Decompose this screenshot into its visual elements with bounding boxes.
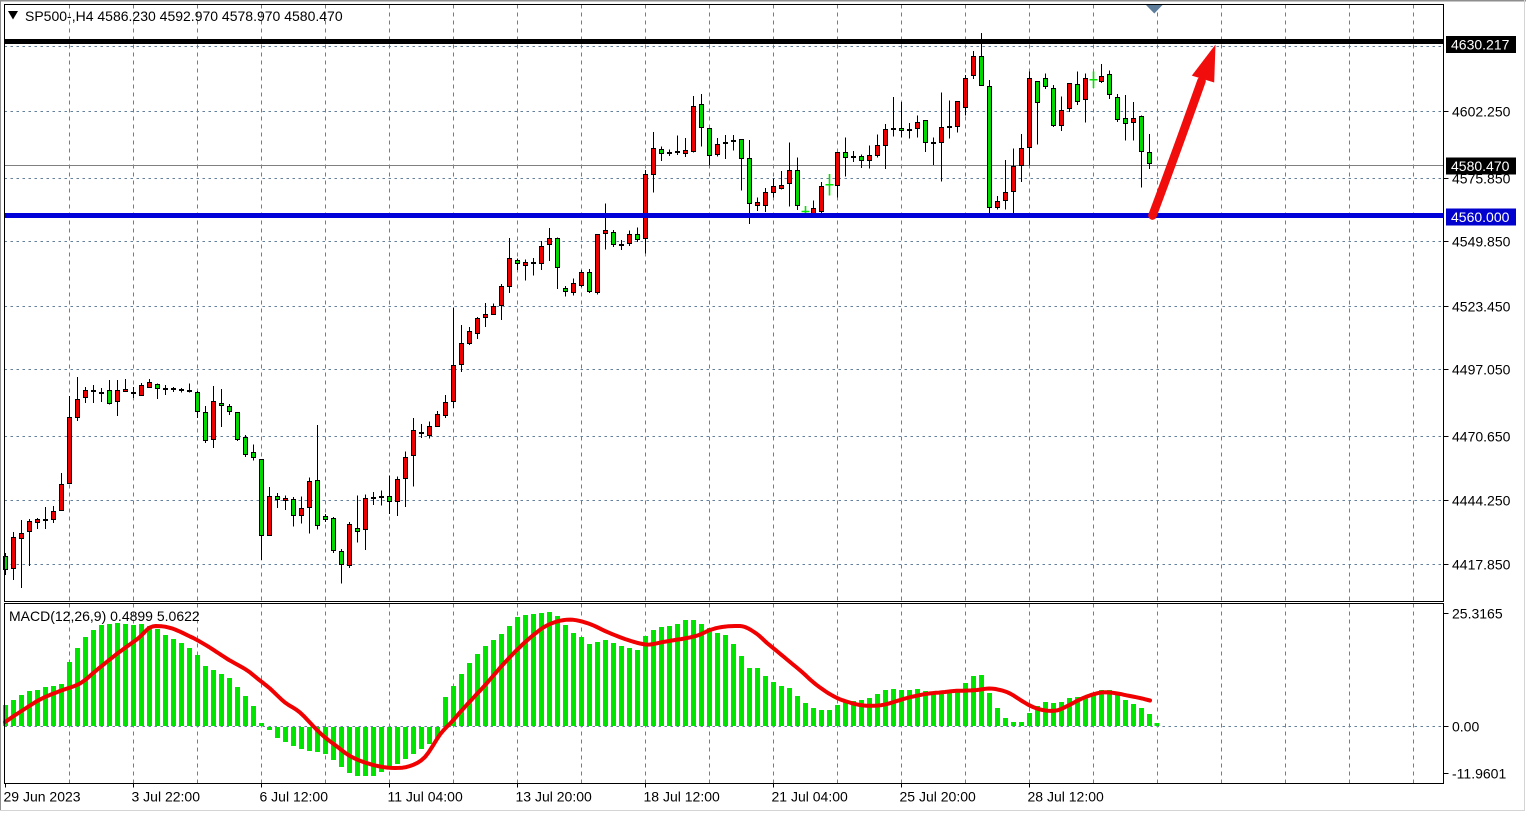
svg-text:SP500-,H4 4586.230 4592.970 4: SP500-,H4 4586.230 4592.970 4578.970 458… <box>25 8 343 24</box>
svg-text:29 Jun 2023: 29 Jun 2023 <box>4 789 81 805</box>
svg-text:4444.250: 4444.250 <box>1452 493 1511 509</box>
svg-text:4417.850: 4417.850 <box>1452 557 1511 573</box>
svg-text:4523.450: 4523.450 <box>1452 299 1511 315</box>
svg-text:4560.000: 4560.000 <box>1451 209 1510 225</box>
svg-text:4470.650: 4470.650 <box>1452 429 1511 445</box>
svg-text:4497.050: 4497.050 <box>1452 362 1511 378</box>
svg-text:18 Jul 12:00: 18 Jul 12:00 <box>644 789 720 805</box>
svg-text:-11.9601: -11.9601 <box>1452 766 1506 782</box>
svg-text:3 Jul 22:00: 3 Jul 22:00 <box>132 789 201 805</box>
svg-text:4580.470: 4580.470 <box>1451 158 1510 174</box>
svg-text:25.3165: 25.3165 <box>1452 606 1503 622</box>
svg-text:4602.250: 4602.250 <box>1452 104 1511 120</box>
svg-text:28 Jul 12:00: 28 Jul 12:00 <box>1028 789 1104 805</box>
svg-text:4630.217: 4630.217 <box>1451 37 1510 53</box>
svg-text:25 Jul 20:00: 25 Jul 20:00 <box>900 789 976 805</box>
svg-text:6 Jul 12:00: 6 Jul 12:00 <box>260 789 329 805</box>
svg-text:11 Jul 04:00: 11 Jul 04:00 <box>388 789 463 805</box>
svg-text:21 Jul 04:00: 21 Jul 04:00 <box>772 789 848 805</box>
svg-text:4549.850: 4549.850 <box>1452 234 1511 250</box>
svg-text:0.00: 0.00 <box>1452 719 1479 735</box>
svg-text:13 Jul 20:00: 13 Jul 20:00 <box>516 789 592 805</box>
svg-text:MACD(12,26,9) 0.4899 5.0622: MACD(12,26,9) 0.4899 5.0622 <box>9 608 200 624</box>
